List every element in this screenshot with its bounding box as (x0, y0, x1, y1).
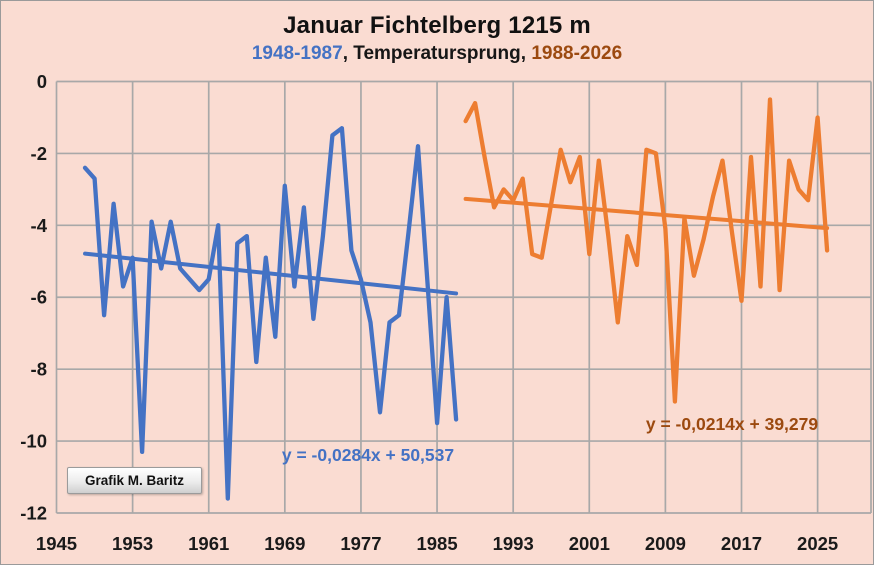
x-axis-tick-label: 1961 (188, 533, 229, 554)
chart-header: Januar Fichtelberg 1215 m 1948-1987, Tem… (1, 1, 873, 65)
y-axis-tick-label: -12 (20, 502, 47, 523)
chart-title: Januar Fichtelberg 1215 m (283, 12, 591, 39)
subtitle-middle-text: , Temperatursprung, (342, 43, 532, 64)
y-axis-tick-label: -4 (31, 215, 48, 236)
y-axis-tick-label: 0 (37, 71, 47, 92)
x-axis-tick-label: 1945 (36, 533, 77, 554)
x-axis-tick-label: 2017 (721, 533, 762, 554)
x-axis-tick-label: 1969 (264, 533, 305, 554)
series-line-1988-2026 (463, 97, 830, 404)
trendline-1948-1987 (83, 251, 459, 296)
x-axis-tick-label: 2025 (797, 533, 838, 554)
author-watermark-badge: Grafik M. Baritz (67, 467, 202, 494)
x-axis-tick-label: 1985 (416, 533, 457, 554)
x-axis-tick-label: 2001 (569, 533, 610, 554)
series-line-1948-1987 (82, 126, 459, 501)
trendline-1988-2026 (463, 196, 830, 231)
trend-equation-label-1988-2026: y = -0,0214x + 39,279 (646, 414, 818, 434)
trend-equation-label-1948-1987: y = -0,0284x + 50,537 (282, 445, 454, 465)
y-axis-tick-label: -8 (31, 359, 47, 380)
x-axis-tick-label: 2009 (645, 533, 686, 554)
x-axis-tick-label: 1977 (340, 533, 381, 554)
subtitle-period-orange: 1988-2026 (531, 43, 623, 64)
y-axis-tick-label: -10 (20, 431, 47, 452)
x-axis-tick-label: 1953 (112, 533, 153, 554)
subtitle-period-blue: 1948-1987 (251, 43, 343, 64)
chart-subtitle: 1948-1987, Temperatursprung, 1988-2026 (1, 43, 873, 65)
y-axis-tick-label: -6 (31, 287, 47, 308)
y-axis-tick-label: -2 (31, 143, 47, 164)
x-axis-tick-label: 1993 (493, 533, 534, 554)
